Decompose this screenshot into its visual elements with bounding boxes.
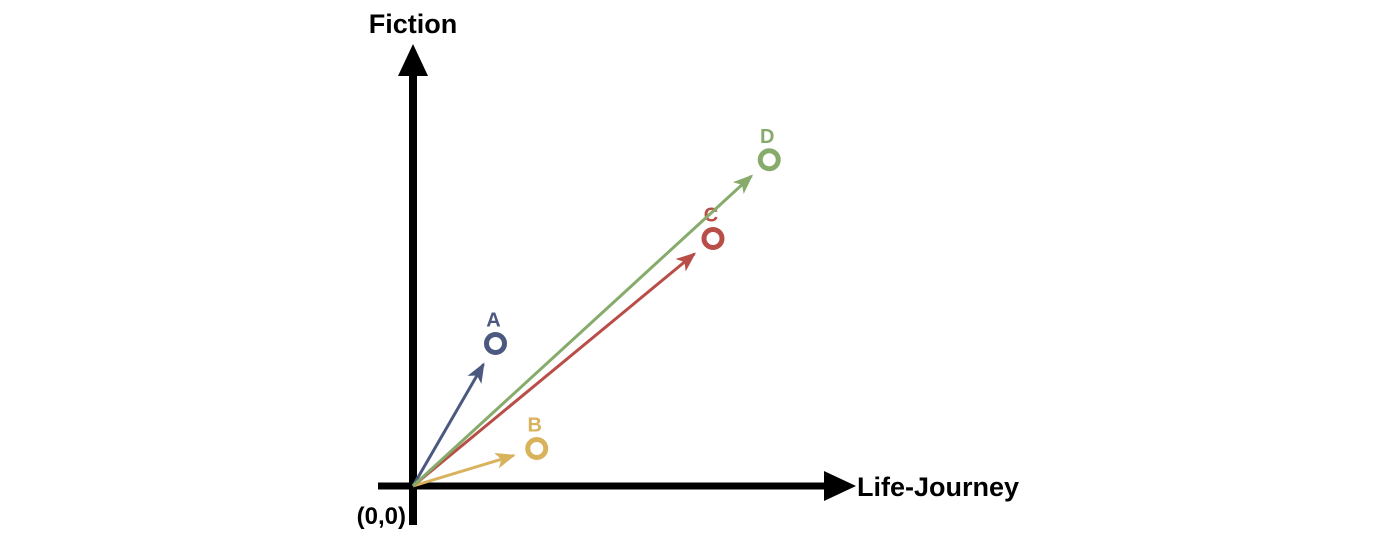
y-axis-label: Fiction xyxy=(369,9,458,39)
vector-d: D xyxy=(411,126,781,488)
point-b-marker xyxy=(525,437,549,460)
point-d-label: D xyxy=(760,126,774,148)
axes xyxy=(378,44,856,525)
point-a-label: A xyxy=(486,310,500,332)
point-d-marker xyxy=(757,148,781,172)
vectors: A BC D xyxy=(411,126,781,488)
origin-label: (0,0) xyxy=(357,503,406,530)
x-axis-label: Life-Journey xyxy=(857,472,1019,502)
point-a-marker xyxy=(484,332,507,355)
vector-a-arrow xyxy=(411,362,485,487)
vector-c: C xyxy=(412,205,725,488)
x-axis-arrowhead xyxy=(824,471,856,501)
vector-a: A xyxy=(411,310,507,487)
vector-c-arrow xyxy=(412,252,697,488)
point-b-label: B xyxy=(528,415,542,437)
vector-b-arrow xyxy=(412,453,516,488)
vector-d-arrow xyxy=(411,174,754,488)
vector-b: B xyxy=(412,415,549,488)
y-axis-arrowhead xyxy=(398,44,428,76)
point-c-marker xyxy=(701,227,725,250)
